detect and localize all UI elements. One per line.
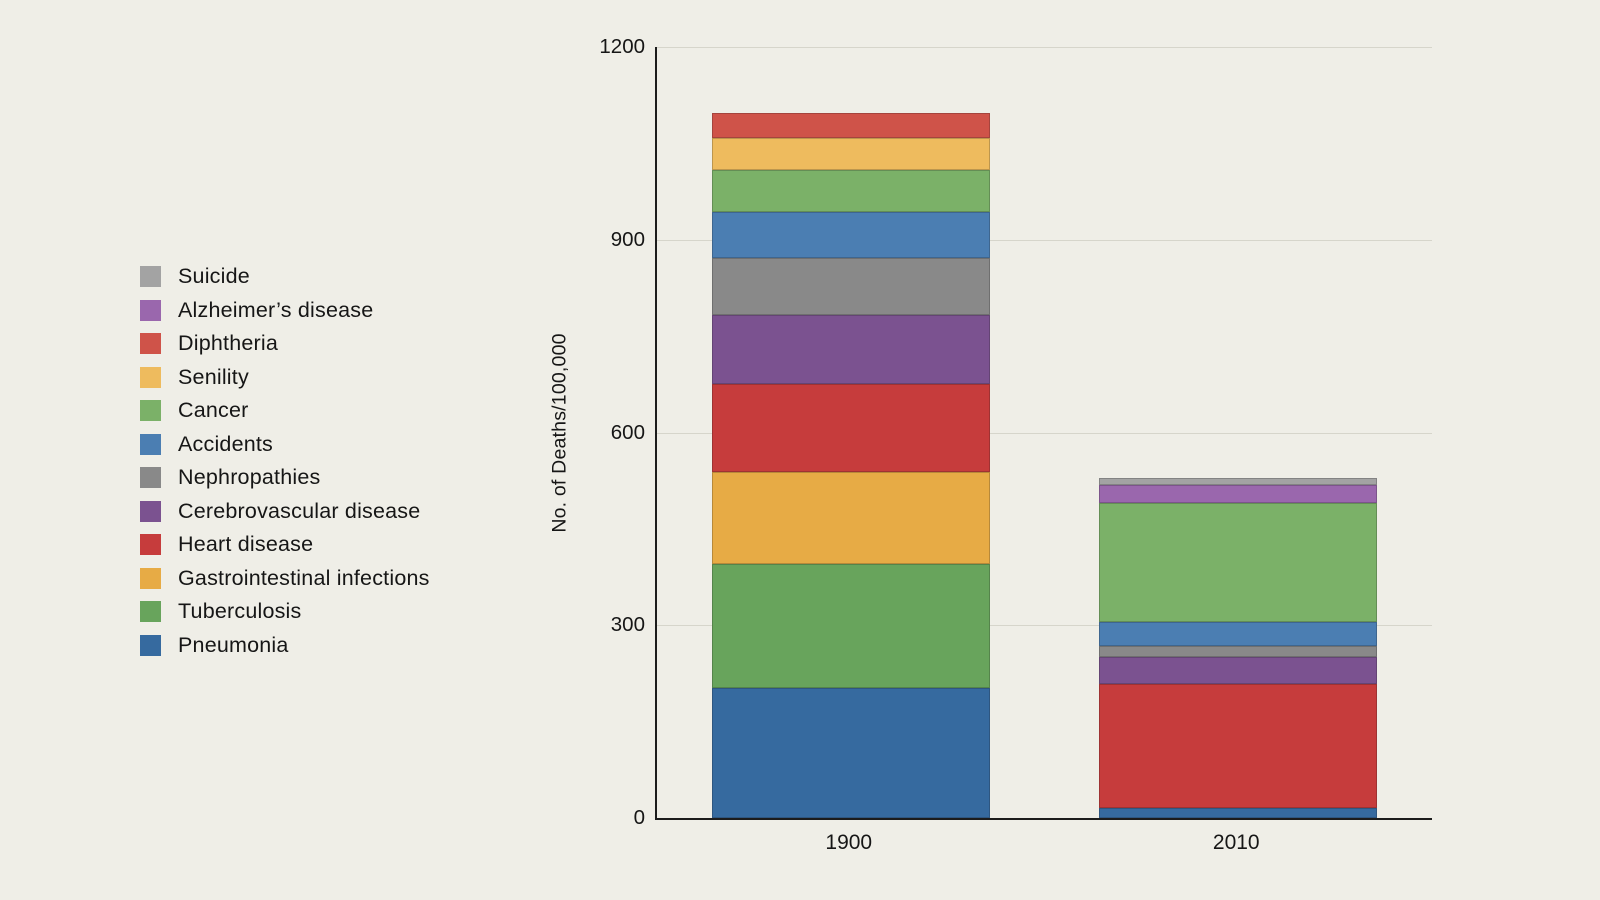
legend-item-heart-disease: Heart disease — [140, 532, 430, 556]
legend-item-pneumonia: Pneumonia — [140, 632, 430, 657]
legend-item-suicide: Suicide — [140, 264, 430, 288]
bar-segment-1900-heart-disease — [711, 383, 990, 472]
gridline-300 — [657, 625, 1432, 627]
plot-area — [655, 47, 1432, 820]
legend-swatch-icon — [140, 333, 161, 354]
bar-segment-2010-pneumonia — [1099, 807, 1378, 818]
legend-swatch-icon — [140, 601, 161, 622]
legend-label: Senility — [178, 364, 249, 389]
stacked-bar-2010 — [1099, 477, 1378, 818]
legend-item-gastrointestinal-infections: Gastrointestinal infections — [140, 565, 430, 590]
y-tick-label-600: 600 — [610, 420, 645, 444]
legend-swatch-icon — [140, 534, 161, 555]
legend-swatch-icon — [140, 467, 161, 488]
bar-segment-2010-alzheimer-s-disease — [1099, 485, 1378, 503]
gridline-900 — [657, 239, 1432, 241]
legend-item-tuberculosis: Tuberculosis — [140, 599, 430, 623]
gridline-1200 — [657, 47, 1432, 48]
bar-segment-1900-senility — [711, 138, 990, 171]
legend-label: Cerebrovascular disease — [178, 498, 421, 523]
legend-label: Diphtheria — [178, 331, 278, 355]
x-tick-label-2010: 2010 — [1212, 831, 1260, 854]
legend-item-cancer: Cancer — [140, 398, 430, 422]
bar-segment-1900-gastrointestinal-infections — [711, 471, 990, 564]
bar-segment-2010-nephropathies — [1099, 646, 1378, 657]
bar-segment-2010-accidents — [1099, 622, 1378, 647]
gridline-600 — [657, 432, 1432, 434]
chart-legend: Suicide Alzheimer’s disease Diphtheria Seni… — [140, 264, 430, 657]
y-tick-label-300: 300 — [610, 613, 645, 637]
legend-swatch-icon — [140, 400, 161, 421]
legend-swatch-icon — [140, 299, 161, 321]
legend-item-cerebrovascular-disease: Cerebrovascular disease — [140, 498, 430, 523]
x-axis-tick-labels: 1900 2010 — [655, 830, 1430, 860]
bar-segment-2010-cerebrovascular-disease — [1099, 656, 1378, 684]
legend-label: Alzheimer’s disease — [178, 297, 374, 322]
legend-label: Suicide — [178, 264, 250, 288]
bar-segment-2010-cancer — [1099, 502, 1378, 623]
bar-segment-1900-accidents — [711, 211, 990, 258]
stacked-bar-1900 — [711, 112, 990, 818]
legend-label: Accidents — [178, 431, 274, 456]
legend-label: Heart disease — [178, 532, 314, 556]
legend-item-senility: Senility — [140, 364, 430, 389]
legend-swatch-icon — [140, 366, 161, 388]
legend-label: Cancer — [178, 398, 249, 422]
legend-label: Pneumonia — [178, 632, 289, 657]
legend-label: Tuberculosis — [178, 599, 302, 623]
bar-segment-1900-diphtheria — [711, 112, 990, 139]
y-tick-label-900: 900 — [610, 227, 645, 251]
legend-swatch-icon — [140, 500, 161, 522]
y-tick-label-0: 0 — [633, 806, 645, 829]
legend-item-accidents: Accidents — [140, 431, 430, 456]
y-axis-tick-labels: 0 300 600 900 1200 — [520, 35, 645, 829]
legend-swatch-icon — [140, 567, 161, 589]
bar-segment-1900-tuberculosis — [711, 563, 990, 689]
legend-swatch-icon — [140, 266, 161, 287]
legend-item-diphtheria: Diphtheria — [140, 331, 430, 355]
bar-segment-2010-heart-disease — [1099, 683, 1378, 808]
legend-label: Nephropathies — [178, 465, 321, 489]
bar-segment-2010-suicide — [1099, 477, 1378, 486]
legend-label: Gastrointestinal infections — [178, 565, 430, 590]
bar-segment-1900-nephropathies — [711, 257, 990, 315]
bar-segment-1900-cancer — [711, 170, 990, 212]
bar-segment-1900-pneumonia — [711, 688, 990, 818]
legend-swatch-icon — [140, 634, 161, 656]
bar-segment-1900-cerebrovascular-disease — [711, 314, 990, 384]
y-tick-label-1200: 1200 — [599, 35, 645, 58]
legend-item-nephropathies: Nephropathies — [140, 465, 430, 489]
x-tick-label-1900: 1900 — [825, 831, 873, 854]
legend-swatch-icon — [140, 433, 161, 455]
legend-item-alzheimer-s-disease: Alzheimer’s disease — [140, 297, 430, 322]
